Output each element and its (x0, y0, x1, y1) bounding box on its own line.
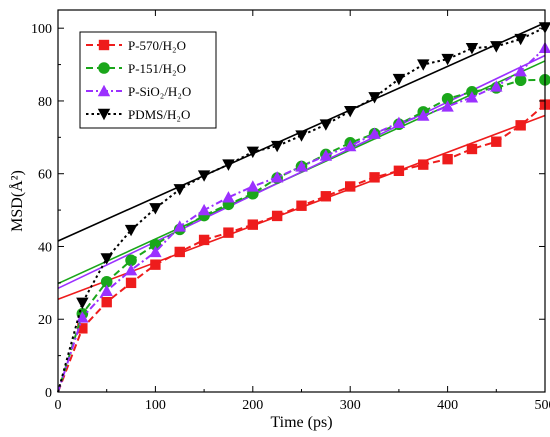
data-point-triangle-down (392, 73, 406, 86)
data-point-triangle-up (295, 160, 308, 172)
y-tick-label: 40 (38, 240, 52, 255)
legend-label-2: P-SiO₂/H₂O (128, 84, 191, 99)
data-point-triangle-down (319, 119, 333, 131)
data-point-triangle-up (76, 311, 89, 323)
legend-label-3: PDMS/H₂O (128, 107, 190, 122)
data-point-triangle-up (173, 220, 186, 232)
data-point-triangle-up (417, 109, 430, 121)
data-point-square (125, 277, 137, 289)
data-point-square (198, 234, 210, 246)
data-point-triangle-up (441, 100, 454, 112)
data-point-triangle-up (392, 116, 406, 128)
x-tick-label: 300 (340, 398, 361, 413)
data-point-triangle-down (149, 203, 162, 215)
data-point-triangle-up (344, 139, 357, 152)
data-point-circle (125, 254, 137, 267)
y-tick-label: 80 (38, 95, 52, 110)
data-point-triangle-up (465, 91, 479, 103)
data-point-triangle-down (124, 224, 138, 237)
data-point-triangle-down (76, 297, 89, 310)
data-point-square (320, 191, 332, 202)
data-point-triangle-down (197, 170, 211, 182)
x-axis-label: Time (ps) (270, 414, 332, 431)
data-point-triangle-down (270, 140, 284, 153)
legend-label-0: P-570/H₂O (128, 38, 186, 53)
data-point-triangle-up (490, 80, 503, 92)
series-line-3 (57, 26, 546, 393)
data-point-triangle-down (295, 130, 308, 142)
data-point-triangle-down (368, 92, 381, 104)
y-tick-label: 0 (45, 386, 52, 401)
data-point-circle (100, 275, 113, 288)
x-tick-label: 400 (437, 398, 458, 413)
data-point-square (491, 136, 502, 147)
y-tick-label: 100 (31, 22, 52, 37)
data-point-square (247, 219, 258, 230)
y-tick-label: 60 (38, 168, 52, 183)
data-point-square (271, 210, 283, 222)
data-point-triangle-down (222, 159, 235, 171)
data-point-square (345, 181, 356, 192)
data-point-triangle-down (344, 105, 357, 118)
data-point-square (442, 153, 453, 165)
x-tick-label: 500 (535, 398, 550, 413)
data-point-triangle-down (100, 253, 113, 265)
data-point-triangle-down (465, 43, 479, 55)
data-point-square (101, 296, 112, 308)
x-tick-label: 100 (145, 398, 166, 413)
data-point-square (77, 323, 88, 334)
data-point-square (98, 39, 110, 51)
data-point-triangle-down (97, 108, 111, 121)
data-point-square (393, 165, 405, 177)
data-point-triangle-up (246, 180, 259, 192)
legend-label-1: P-151/H₂O (128, 61, 186, 76)
data-point-square (174, 246, 185, 258)
data-point-triangle-up (514, 64, 527, 77)
data-point-triangle-up (368, 127, 381, 139)
y-axis-label: MSD(Å²) (8, 170, 26, 232)
y-tick-label: 20 (38, 313, 52, 328)
data-point-triangle-down (441, 53, 454, 66)
legend: P-570/H₂O P-151/H₂O P-SiO₂/H₂O PDMS/H₂O (79, 31, 217, 129)
data-point-square (466, 143, 478, 155)
x-tick-label: 0 (55, 398, 62, 413)
data-point-circle (98, 62, 110, 74)
data-point-square (418, 159, 429, 170)
data-point-triangle-up (100, 284, 113, 297)
data-point-triangle-up (97, 84, 111, 97)
data-point-triangle-up (197, 203, 211, 216)
data-point-triangle-up (149, 245, 162, 258)
data-point-circle (441, 92, 454, 105)
x-tick-label: 200 (242, 398, 263, 413)
data-point-triangle-down (417, 59, 430, 71)
data-point-square (369, 172, 380, 183)
data-point-triangle-up (270, 171, 284, 183)
data-point-square (223, 227, 234, 238)
data-point-triangle-down (173, 184, 186, 196)
axis-ticks: 0 100 200 300 400 500 0 20 40 60 80 100 (31, 10, 550, 413)
data-point-circle (514, 74, 527, 87)
data-point-square (515, 120, 526, 131)
data-point-triangle-up (319, 149, 333, 161)
data-point-square (150, 259, 161, 270)
data-point-triangle-up (124, 263, 138, 276)
data-point-triangle-down (514, 33, 527, 46)
data-point-triangle-down (490, 41, 503, 53)
data-point-square (296, 200, 307, 211)
data-point-triangle-down (246, 146, 259, 159)
data-point-triangle-up (222, 191, 235, 203)
